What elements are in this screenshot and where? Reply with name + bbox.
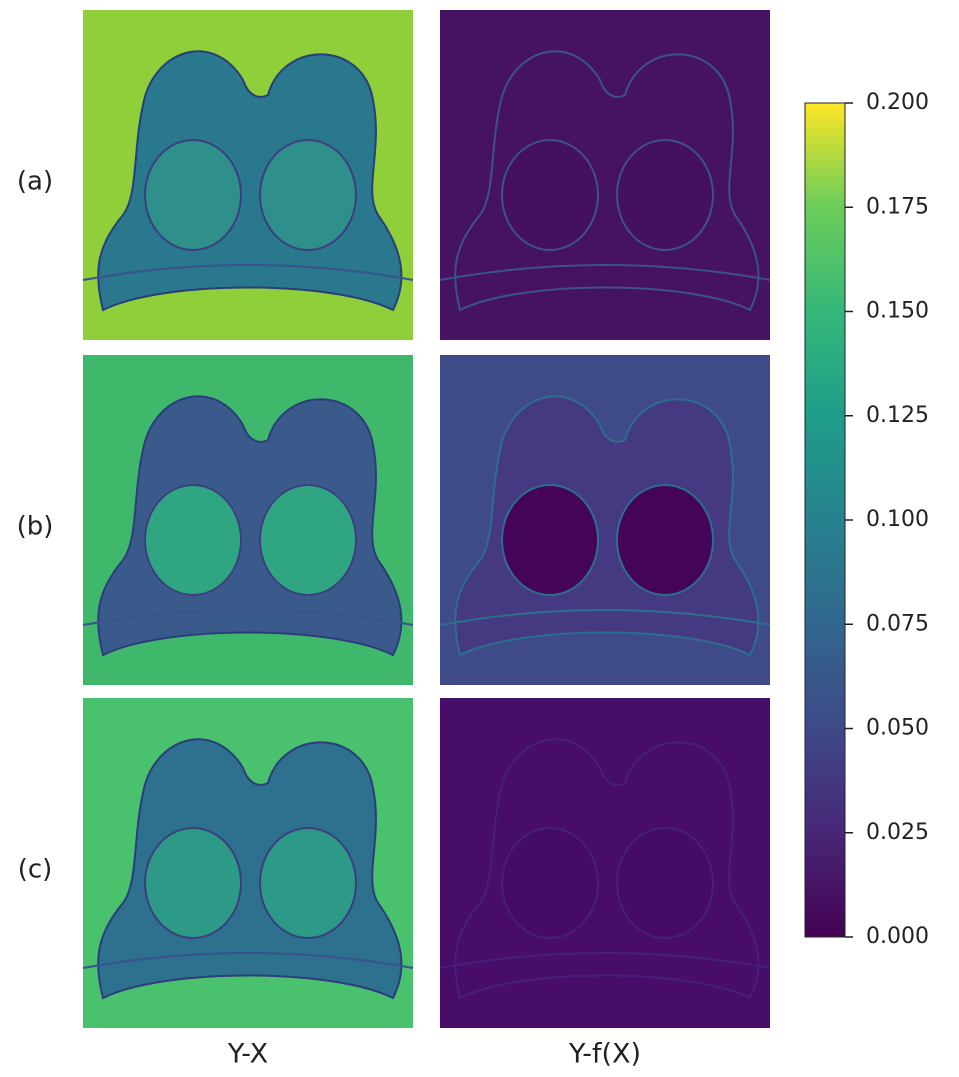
image-panel	[439, 10, 771, 340]
colorbar-tick-label: 0.175	[866, 194, 929, 219]
column-label: Y-X	[227, 1039, 268, 1070]
colorbar-tick-label: 0.075	[866, 611, 929, 636]
table-line	[82, 952, 414, 969]
table-line	[82, 609, 414, 626]
row-label: (b)	[17, 512, 54, 542]
image-panel	[82, 698, 414, 1028]
colorbar-tick-label: 0.125	[866, 403, 929, 428]
colorbar-tick-label: 0.100	[866, 507, 929, 532]
image-panel	[439, 355, 771, 685]
image-panel	[439, 698, 771, 1028]
colorbar	[804, 102, 846, 938]
column-label: Y-f(X)	[568, 1039, 641, 1070]
row-label: (a)	[17, 167, 53, 197]
row-label: (c)	[18, 855, 53, 885]
colorbar-tick-label: 0.200	[866, 90, 929, 115]
table-line	[439, 609, 771, 626]
colorbar-tick-label: 0.050	[866, 716, 929, 741]
colorbar-tick-label: 0.000	[866, 924, 929, 949]
image-panel	[82, 10, 414, 340]
table-line	[82, 264, 414, 281]
image-panel	[82, 355, 414, 685]
panels	[82, 10, 771, 1028]
table-line	[439, 952, 771, 969]
table-line	[439, 264, 771, 281]
colorbar-tick-label: 0.150	[866, 299, 929, 324]
colorbar-tick-label: 0.025	[866, 820, 929, 845]
